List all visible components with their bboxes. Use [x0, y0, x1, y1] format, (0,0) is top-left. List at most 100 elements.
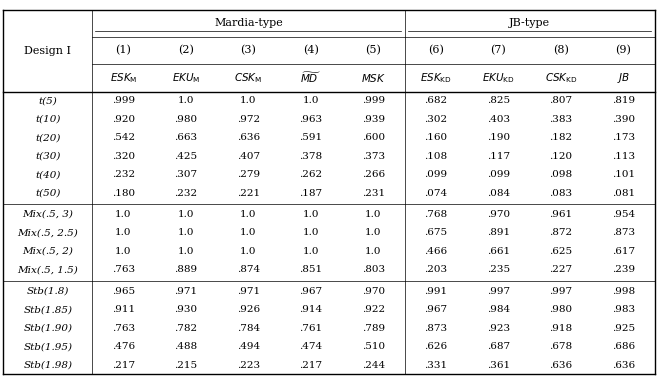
Text: .920: .920	[112, 115, 135, 124]
Text: .390: .390	[612, 115, 635, 124]
Text: .244: .244	[362, 361, 385, 370]
Text: .999: .999	[112, 96, 135, 105]
Text: .663: .663	[174, 133, 197, 142]
Text: .231: .231	[362, 188, 385, 198]
Text: .980: .980	[549, 305, 572, 314]
Text: .108: .108	[424, 152, 447, 161]
Text: .083: .083	[549, 188, 572, 198]
Text: 1.0: 1.0	[303, 247, 319, 256]
Text: .768: .768	[424, 210, 447, 219]
Text: .625: .625	[549, 247, 572, 256]
Text: $\mathit{EKU}_\mathrm{KD}$: $\mathit{EKU}_\mathrm{KD}$	[482, 71, 515, 85]
Text: .098: .098	[549, 170, 572, 179]
Text: (6): (6)	[428, 45, 444, 56]
Text: JB-type: JB-type	[509, 18, 550, 28]
Text: Stb(1.8): Stb(1.8)	[26, 287, 69, 296]
Text: (1): (1)	[115, 45, 132, 56]
Text: .320: .320	[112, 152, 135, 161]
Text: .874: .874	[237, 265, 260, 274]
Text: Mix(.5, 2.5): Mix(.5, 2.5)	[17, 228, 78, 238]
Text: .939: .939	[362, 115, 385, 124]
Text: .373: .373	[362, 152, 385, 161]
Text: .970: .970	[362, 287, 385, 296]
Text: t(20): t(20)	[35, 133, 61, 142]
Text: .403: .403	[487, 115, 510, 124]
Text: .474: .474	[299, 342, 322, 351]
Text: .307: .307	[174, 170, 197, 179]
Text: .361: .361	[487, 361, 510, 370]
Text: .803: .803	[362, 265, 385, 274]
Text: .965: .965	[112, 287, 135, 296]
Text: (4): (4)	[303, 45, 319, 56]
Text: Mardia-type: Mardia-type	[214, 18, 283, 28]
Text: .099: .099	[424, 170, 447, 179]
Text: .266: .266	[362, 170, 385, 179]
Text: .682: .682	[424, 96, 447, 105]
Text: .914: .914	[299, 305, 322, 314]
Text: .488: .488	[174, 342, 197, 351]
Text: .466: .466	[424, 247, 447, 256]
Text: .600: .600	[362, 133, 385, 142]
Text: 1.0: 1.0	[240, 228, 257, 238]
Text: 1.0: 1.0	[365, 247, 382, 256]
Text: .967: .967	[299, 287, 322, 296]
Text: .407: .407	[237, 152, 260, 161]
Text: .889: .889	[174, 265, 197, 274]
Text: .789: .789	[362, 324, 385, 333]
Text: (3): (3)	[240, 45, 257, 56]
Text: .542: .542	[112, 133, 135, 142]
Text: .873: .873	[612, 228, 635, 238]
Text: .215: .215	[174, 361, 197, 370]
Text: .636: .636	[612, 361, 635, 370]
Text: .970: .970	[487, 210, 510, 219]
Text: .383: .383	[549, 115, 572, 124]
Text: $\mathit{EKU}_\mathrm{M}$: $\mathit{EKU}_\mathrm{M}$	[172, 71, 200, 85]
Text: t(40): t(40)	[35, 170, 61, 179]
Text: .117: .117	[487, 152, 510, 161]
Text: .971: .971	[174, 287, 197, 296]
Text: .963: .963	[299, 115, 322, 124]
Text: 1.0: 1.0	[178, 210, 194, 219]
Text: .279: .279	[237, 170, 260, 179]
Text: t(50): t(50)	[35, 188, 61, 198]
Text: .235: .235	[487, 265, 510, 274]
Text: .203: .203	[424, 265, 447, 274]
Text: .807: .807	[549, 96, 572, 105]
Text: .331: .331	[424, 361, 447, 370]
Text: Stb(1.90): Stb(1.90)	[23, 324, 72, 333]
Text: .784: .784	[237, 324, 260, 333]
Text: .232: .232	[112, 170, 135, 179]
Text: 1.0: 1.0	[303, 210, 319, 219]
Text: 1.0: 1.0	[178, 96, 194, 105]
Text: 1.0: 1.0	[240, 247, 257, 256]
Text: .763: .763	[112, 265, 135, 274]
Text: 1.0: 1.0	[303, 228, 319, 238]
Text: .232: .232	[174, 188, 197, 198]
Text: .217: .217	[299, 361, 322, 370]
Text: $\widetilde{\mathit{MD}}$: $\widetilde{\mathit{MD}}$	[300, 70, 322, 86]
Text: .661: .661	[487, 247, 510, 256]
Text: .101: .101	[612, 170, 635, 179]
Text: .636: .636	[237, 133, 260, 142]
Text: (2): (2)	[178, 45, 194, 56]
Text: .626: .626	[424, 342, 447, 351]
Text: .187: .187	[299, 188, 322, 198]
Text: .217: .217	[112, 361, 135, 370]
Text: .378: .378	[299, 152, 322, 161]
Text: 1.0: 1.0	[303, 96, 319, 105]
Text: Stb(1.85): Stb(1.85)	[23, 305, 72, 314]
Text: .825: .825	[487, 96, 510, 105]
Text: .999: .999	[362, 96, 385, 105]
Text: .190: .190	[487, 133, 510, 142]
Text: $\mathit{CSK}_\mathrm{M}$: $\mathit{CSK}_\mathrm{M}$	[234, 71, 263, 85]
Text: (9): (9)	[615, 45, 632, 56]
Text: .160: .160	[424, 133, 447, 142]
Text: .686: .686	[612, 342, 635, 351]
Text: .926: .926	[237, 305, 260, 314]
Text: .819: .819	[612, 96, 635, 105]
Text: .687: .687	[487, 342, 510, 351]
Text: $\mathit{ESK}_\mathrm{KD}$: $\mathit{ESK}_\mathrm{KD}$	[420, 71, 452, 85]
Text: .221: .221	[237, 188, 260, 198]
Text: .173: .173	[612, 133, 635, 142]
Text: .782: .782	[174, 324, 197, 333]
